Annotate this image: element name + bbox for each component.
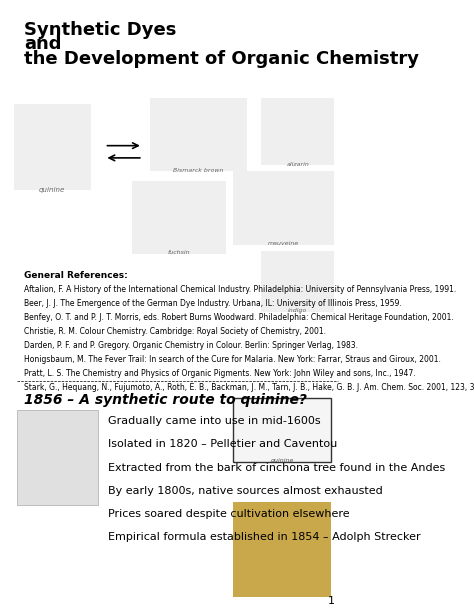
Bar <box>18 410 98 505</box>
Text: 1856 – A synthetic route to quinine?: 1856 – A synthetic route to quinine? <box>24 393 307 407</box>
Text: Pratt, L. S. The Chemistry and Physics of Organic Pigments. New York: John Wiley: Pratt, L. S. The Chemistry and Physics o… <box>24 369 416 378</box>
Text: Empirical formula established in 1854 – Adolph Strecker: Empirical formula established in 1854 – … <box>108 532 420 542</box>
Text: quinine: quinine <box>39 187 65 193</box>
Text: the Development of Organic Chemistry: the Development of Organic Chemistry <box>24 50 419 67</box>
Text: Synthetic Dyes: Synthetic Dyes <box>24 21 177 39</box>
Bar <box>150 98 247 171</box>
Text: alizarin: alizarin <box>286 162 309 166</box>
Text: Gradually came into use in mid-1600s: Gradually came into use in mid-1600s <box>108 416 320 426</box>
Text: Stark, G., Hequang, N., Fujumoto, A., Roth, E. B., Backman, J. M., Tarn, J. B., : Stark, G., Hequang, N., Fujumoto, A., Ro… <box>24 383 474 392</box>
Text: General References:: General References: <box>24 271 128 280</box>
Bar <box>132 181 227 254</box>
Text: fuchsin: fuchsin <box>168 250 191 255</box>
Text: Aftalion, F. A History of the International Chemical Industry. Philadelphia: Uni: Aftalion, F. A History of the Internatio… <box>24 285 456 294</box>
Text: Isolated in 1820 – Pelletier and Caventou: Isolated in 1820 – Pelletier and Cavento… <box>108 439 337 449</box>
Text: mauveine: mauveine <box>268 241 300 246</box>
Text: quinine: quinine <box>270 458 294 463</box>
Text: By early 1800s, native sources almost exhausted: By early 1800s, native sources almost ex… <box>108 486 383 496</box>
Text: 1: 1 <box>328 596 334 606</box>
Bar <box>233 502 331 597</box>
Text: Bismarck brown: Bismarck brown <box>173 168 224 173</box>
Text: indigo: indigo <box>288 308 308 313</box>
Bar <box>233 398 331 462</box>
Bar <box>233 171 334 245</box>
Text: Christie, R. M. Colour Chemistry. Cambridge: Royal Society of Chemistry, 2001.: Christie, R. M. Colour Chemistry. Cambri… <box>24 327 327 336</box>
Text: Benfey, O. T. and P. J. T. Morris, eds. Robert Burns Woodward. Philadelphia: Che: Benfey, O. T. and P. J. T. Morris, eds. … <box>24 313 454 322</box>
Text: Extracted from the bark of cinchona tree found in the Andes: Extracted from the bark of cinchona tree… <box>108 463 445 472</box>
Text: Honigsbaum, M. The Fever Trail: In search of the Cure for Malaria. New York: Far: Honigsbaum, M. The Fever Trail: In searc… <box>24 355 441 364</box>
Text: Prices soared despite cultivation elsewhere: Prices soared despite cultivation elsewh… <box>108 509 350 519</box>
Bar <box>261 251 334 312</box>
Text: and: and <box>24 35 62 53</box>
Bar <box>14 104 91 190</box>
Bar <box>261 98 334 165</box>
Text: Darden, P. F. and P. Gregory. Organic Chemistry in Colour. Berlin: Springer Verl: Darden, P. F. and P. Gregory. Organic Ch… <box>24 341 358 350</box>
Text: Beer, J. J. The Emergence of the German Dye Industry. Urbana, IL: University of : Beer, J. J. The Emergence of the German … <box>24 299 402 308</box>
